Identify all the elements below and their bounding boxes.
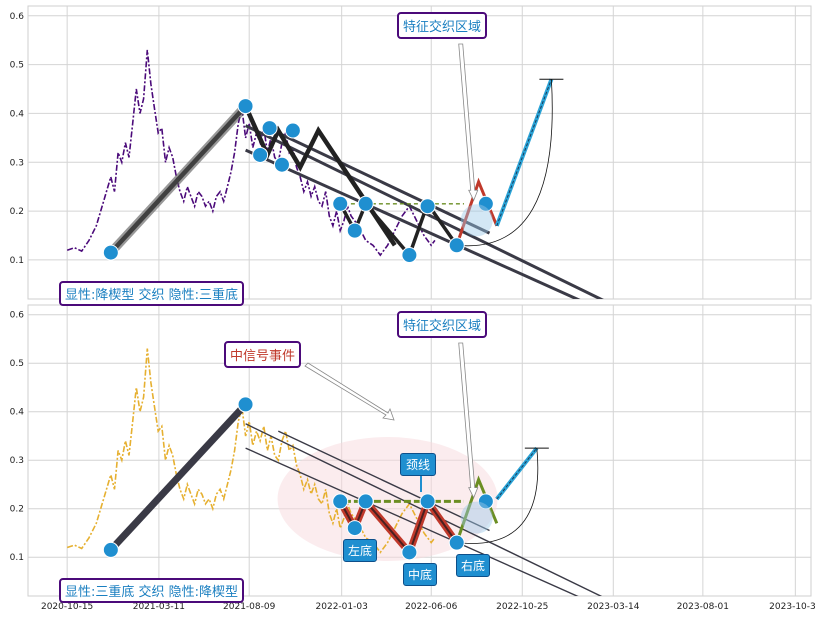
projection-target-core — [496, 79, 552, 226]
panel-top: 0.1 0.2 0.3 0.4 0.5 0.6 — [10, 5, 812, 300]
pivot-point — [401, 247, 418, 264]
y-tick-label: 0.4 — [10, 408, 25, 418]
x-tick-label: 2020-10-15 — [41, 602, 93, 612]
feature-zone-arrow — [458, 342, 479, 499]
pivot-point — [261, 120, 278, 137]
pivot-point — [419, 493, 436, 510]
plot-area — [66, 342, 603, 596]
annotation-feature-zone-bottom: 特征交织区域 — [397, 311, 488, 338]
feature-zone-halo — [460, 501, 493, 534]
feature-zone-arrow — [458, 43, 479, 202]
annotation-pattern-top: 显性:降楔型 交织 隐性:三重底 — [59, 281, 245, 306]
trend-line — [244, 148, 581, 299]
pivot-point — [357, 493, 374, 510]
y-tick-label: 0.1 — [10, 553, 24, 563]
y-tick-label: 0.6 — [10, 311, 25, 321]
pivot-point — [346, 520, 363, 537]
trend-line — [278, 430, 490, 532]
x-tick-label: 2021-08-09 — [223, 602, 276, 612]
x-tick-label: 2023-08-01 — [677, 602, 729, 612]
pivot-point — [346, 222, 363, 239]
x-tick-label: 2022-01-03 — [316, 602, 368, 612]
pivot-point — [401, 544, 418, 561]
y-tick-label: 0.1 — [10, 256, 24, 266]
trend-line — [277, 131, 491, 235]
annotation-signal-event: 中信号事件 — [224, 341, 302, 368]
annotation-left-bottom: 左底 — [343, 539, 378, 562]
price-series-line — [66, 348, 436, 554]
target-arc — [456, 448, 539, 544]
plot-area — [66, 43, 604, 299]
projection-line — [455, 177, 499, 246]
x-tick-label: 2021-03-11 — [133, 602, 185, 612]
x-tick-label: 2022-06-06 — [405, 602, 458, 612]
projection-line — [455, 475, 499, 544]
pivot-point — [448, 534, 465, 551]
pivot-point — [237, 396, 254, 413]
wedge-leg — [108, 402, 249, 553]
x-tick-label: 2022-10-25 — [496, 602, 548, 612]
pivot-point — [273, 156, 290, 173]
y-tick-label: 0.3 — [10, 456, 24, 466]
x-tick-label: 2023-03-14 — [587, 602, 640, 612]
target-arc — [456, 79, 553, 247]
pivot-point — [448, 237, 465, 254]
y-tick-label: 0.3 — [10, 158, 24, 168]
x-tick-label: 2023-10-30 — [769, 602, 816, 612]
wedge-leg — [107, 103, 249, 256]
y-tick-label: 0.5 — [10, 61, 24, 71]
pivot-point — [419, 198, 436, 215]
annotation-middle-bottom: 中底 — [403, 563, 438, 586]
y-tick-label: 0.6 — [10, 12, 25, 22]
pivot-point — [237, 98, 254, 115]
panel-bottom: 0.1 0.2 0.3 0.4 0.5 0.6 2020-10-15 2021-03-11 20… — [10, 304, 816, 612]
y-tick-label: 0.4 — [10, 109, 25, 119]
y-tick-label: 0.2 — [10, 207, 24, 217]
pivot-point — [477, 195, 494, 212]
plot-frame — [27, 5, 812, 300]
annotation-pattern-bottom: 显性:三重底 交织 隐性:降楔型 — [59, 578, 245, 603]
pivot-point — [252, 146, 269, 163]
y-tick-label: 0.2 — [10, 505, 24, 515]
pivot-point — [102, 541, 119, 558]
pivot-point — [102, 244, 119, 261]
feature-zone-halo — [460, 204, 493, 237]
y-tick-label: 0.5 — [10, 359, 24, 369]
annotation-feature-zone-top: 特征交织区域 — [397, 12, 488, 39]
signal-event-arrow — [304, 362, 395, 421]
annotation-right-bottom: 右底 — [456, 554, 491, 577]
annotation-neckline: 颈线 — [400, 453, 437, 476]
projection-target-core — [496, 447, 538, 500]
pivot-point — [357, 195, 374, 212]
highlight-ellipse — [277, 437, 498, 561]
pivot-point — [477, 493, 494, 510]
pivot-point — [332, 195, 349, 212]
pivot-point — [332, 493, 349, 510]
pivot-point — [284, 122, 301, 139]
